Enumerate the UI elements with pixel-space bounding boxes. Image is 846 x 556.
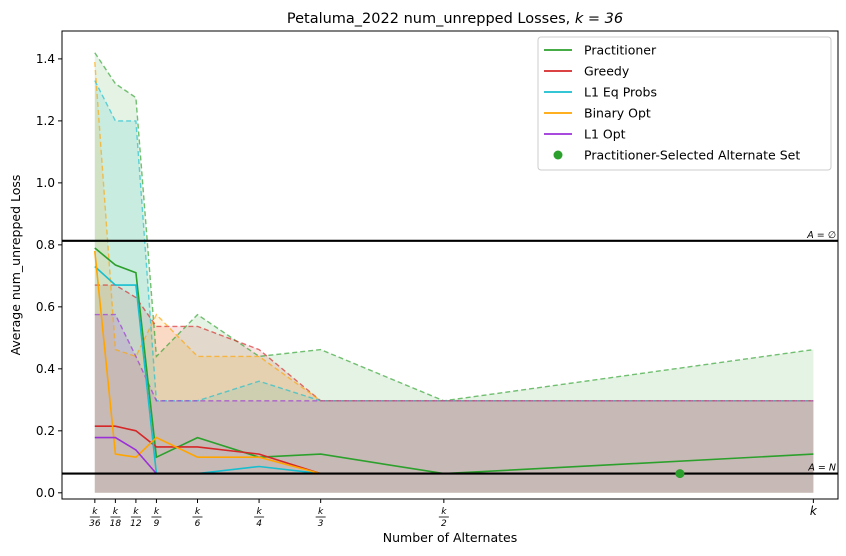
legend-label-1: Greedy — [584, 64, 630, 79]
x-tick-numerator: k — [441, 507, 447, 517]
mean-line-3 — [94, 251, 321, 475]
y-tick-label: 0.8 — [36, 238, 55, 252]
x-tick-numerator: k — [133, 507, 139, 517]
upper-line-1 — [94, 284, 814, 402]
legend-label-2: L1 Eq Probs — [584, 85, 657, 100]
x-tick-denominator: 6 — [195, 519, 201, 529]
legend-label-0: Practitioner — [584, 43, 657, 58]
x-tick-numerator: k — [195, 507, 201, 517]
legend-swatch-marker — [553, 150, 563, 160]
x-tick-denominator: 9 — [154, 519, 160, 529]
band-3 — [94, 62, 814, 493]
x-tick-label: k — [810, 504, 818, 518]
plot-area-frame — [61, 30, 839, 500]
legend: Practitioner Greedy L1 Eq Probs Binary Opt L… — [537, 36, 832, 171]
x-tick-denominator: 36 — [89, 519, 101, 529]
y-tick-label: 1.4 — [36, 52, 55, 66]
legend-box — [537, 36, 832, 171]
reference-line-label-0: A = ∅ — [806, 230, 836, 241]
y-tick-label: 0.2 — [36, 424, 55, 438]
y-tick-label: 0.6 — [36, 300, 55, 314]
legend-label-3: Binary Opt — [584, 106, 651, 121]
x-axis-title: Number of Alternates — [383, 530, 517, 545]
mean-lines — [94, 247, 814, 475]
x-tick-numerator: k — [318, 507, 324, 517]
upper-line-0 — [94, 52, 814, 402]
x-tick-denominator: 3 — [318, 519, 324, 529]
band-4 — [94, 314, 814, 493]
y-axis: 0.0 0.2 0.4 0.6 0.8 1.0 1.2 1.4 — [36, 52, 62, 500]
reference-line-label-1: A = N — [807, 463, 836, 474]
y-tick-label: 0.0 — [36, 486, 55, 500]
mean-line-4 — [94, 436, 158, 475]
y-axis-title: Average num_unrepped Loss — [8, 175, 23, 356]
x-tick-denominator: 18 — [110, 519, 122, 529]
x-tick-denominator: 12 — [130, 519, 142, 529]
x-tick-numerator: k — [92, 507, 98, 517]
y-tick-label: 1.2 — [36, 114, 55, 128]
confidence-bands — [94, 52, 814, 493]
x-tick-denominator: 2 — [441, 519, 447, 529]
y-tick-label: 1.0 — [36, 176, 55, 190]
y-tick-label: 0.4 — [36, 362, 55, 376]
markers — [675, 469, 685, 479]
x-tick-numerator: k — [154, 507, 160, 517]
mean-line-1 — [94, 425, 321, 475]
upper-line-4 — [94, 313, 814, 402]
x-tick-denominator: 4 — [256, 519, 262, 529]
mean-line-0 — [94, 247, 814, 475]
upper-line-2 — [94, 80, 814, 402]
x-tick-numerator: k — [256, 507, 262, 517]
upper-bound-lines — [94, 52, 814, 402]
band-2 — [94, 80, 814, 493]
x-tick-numerator: k — [113, 507, 119, 517]
selected-alternate-marker — [675, 469, 685, 479]
x-axis: k 36 k 18 k 12 k 9 k 6 k 4 k 3 k 2 k — [89, 499, 818, 529]
chart-title-math: k = 36 — [575, 11, 623, 27]
band-1 — [94, 285, 814, 493]
legend-label-4: L1 Opt — [584, 127, 626, 142]
legend-label-marker: Practitioner-Selected Alternate Set — [584, 148, 800, 163]
reference-lines: A = ∅ A = N — [62, 230, 838, 475]
chart-title: Petaluma_2022 num_unrepped Losses, k = 3… — [287, 11, 623, 27]
chart-title-text: Petaluma_2022 num_unrepped Losses, — [287, 11, 575, 27]
band-0 — [94, 52, 814, 493]
